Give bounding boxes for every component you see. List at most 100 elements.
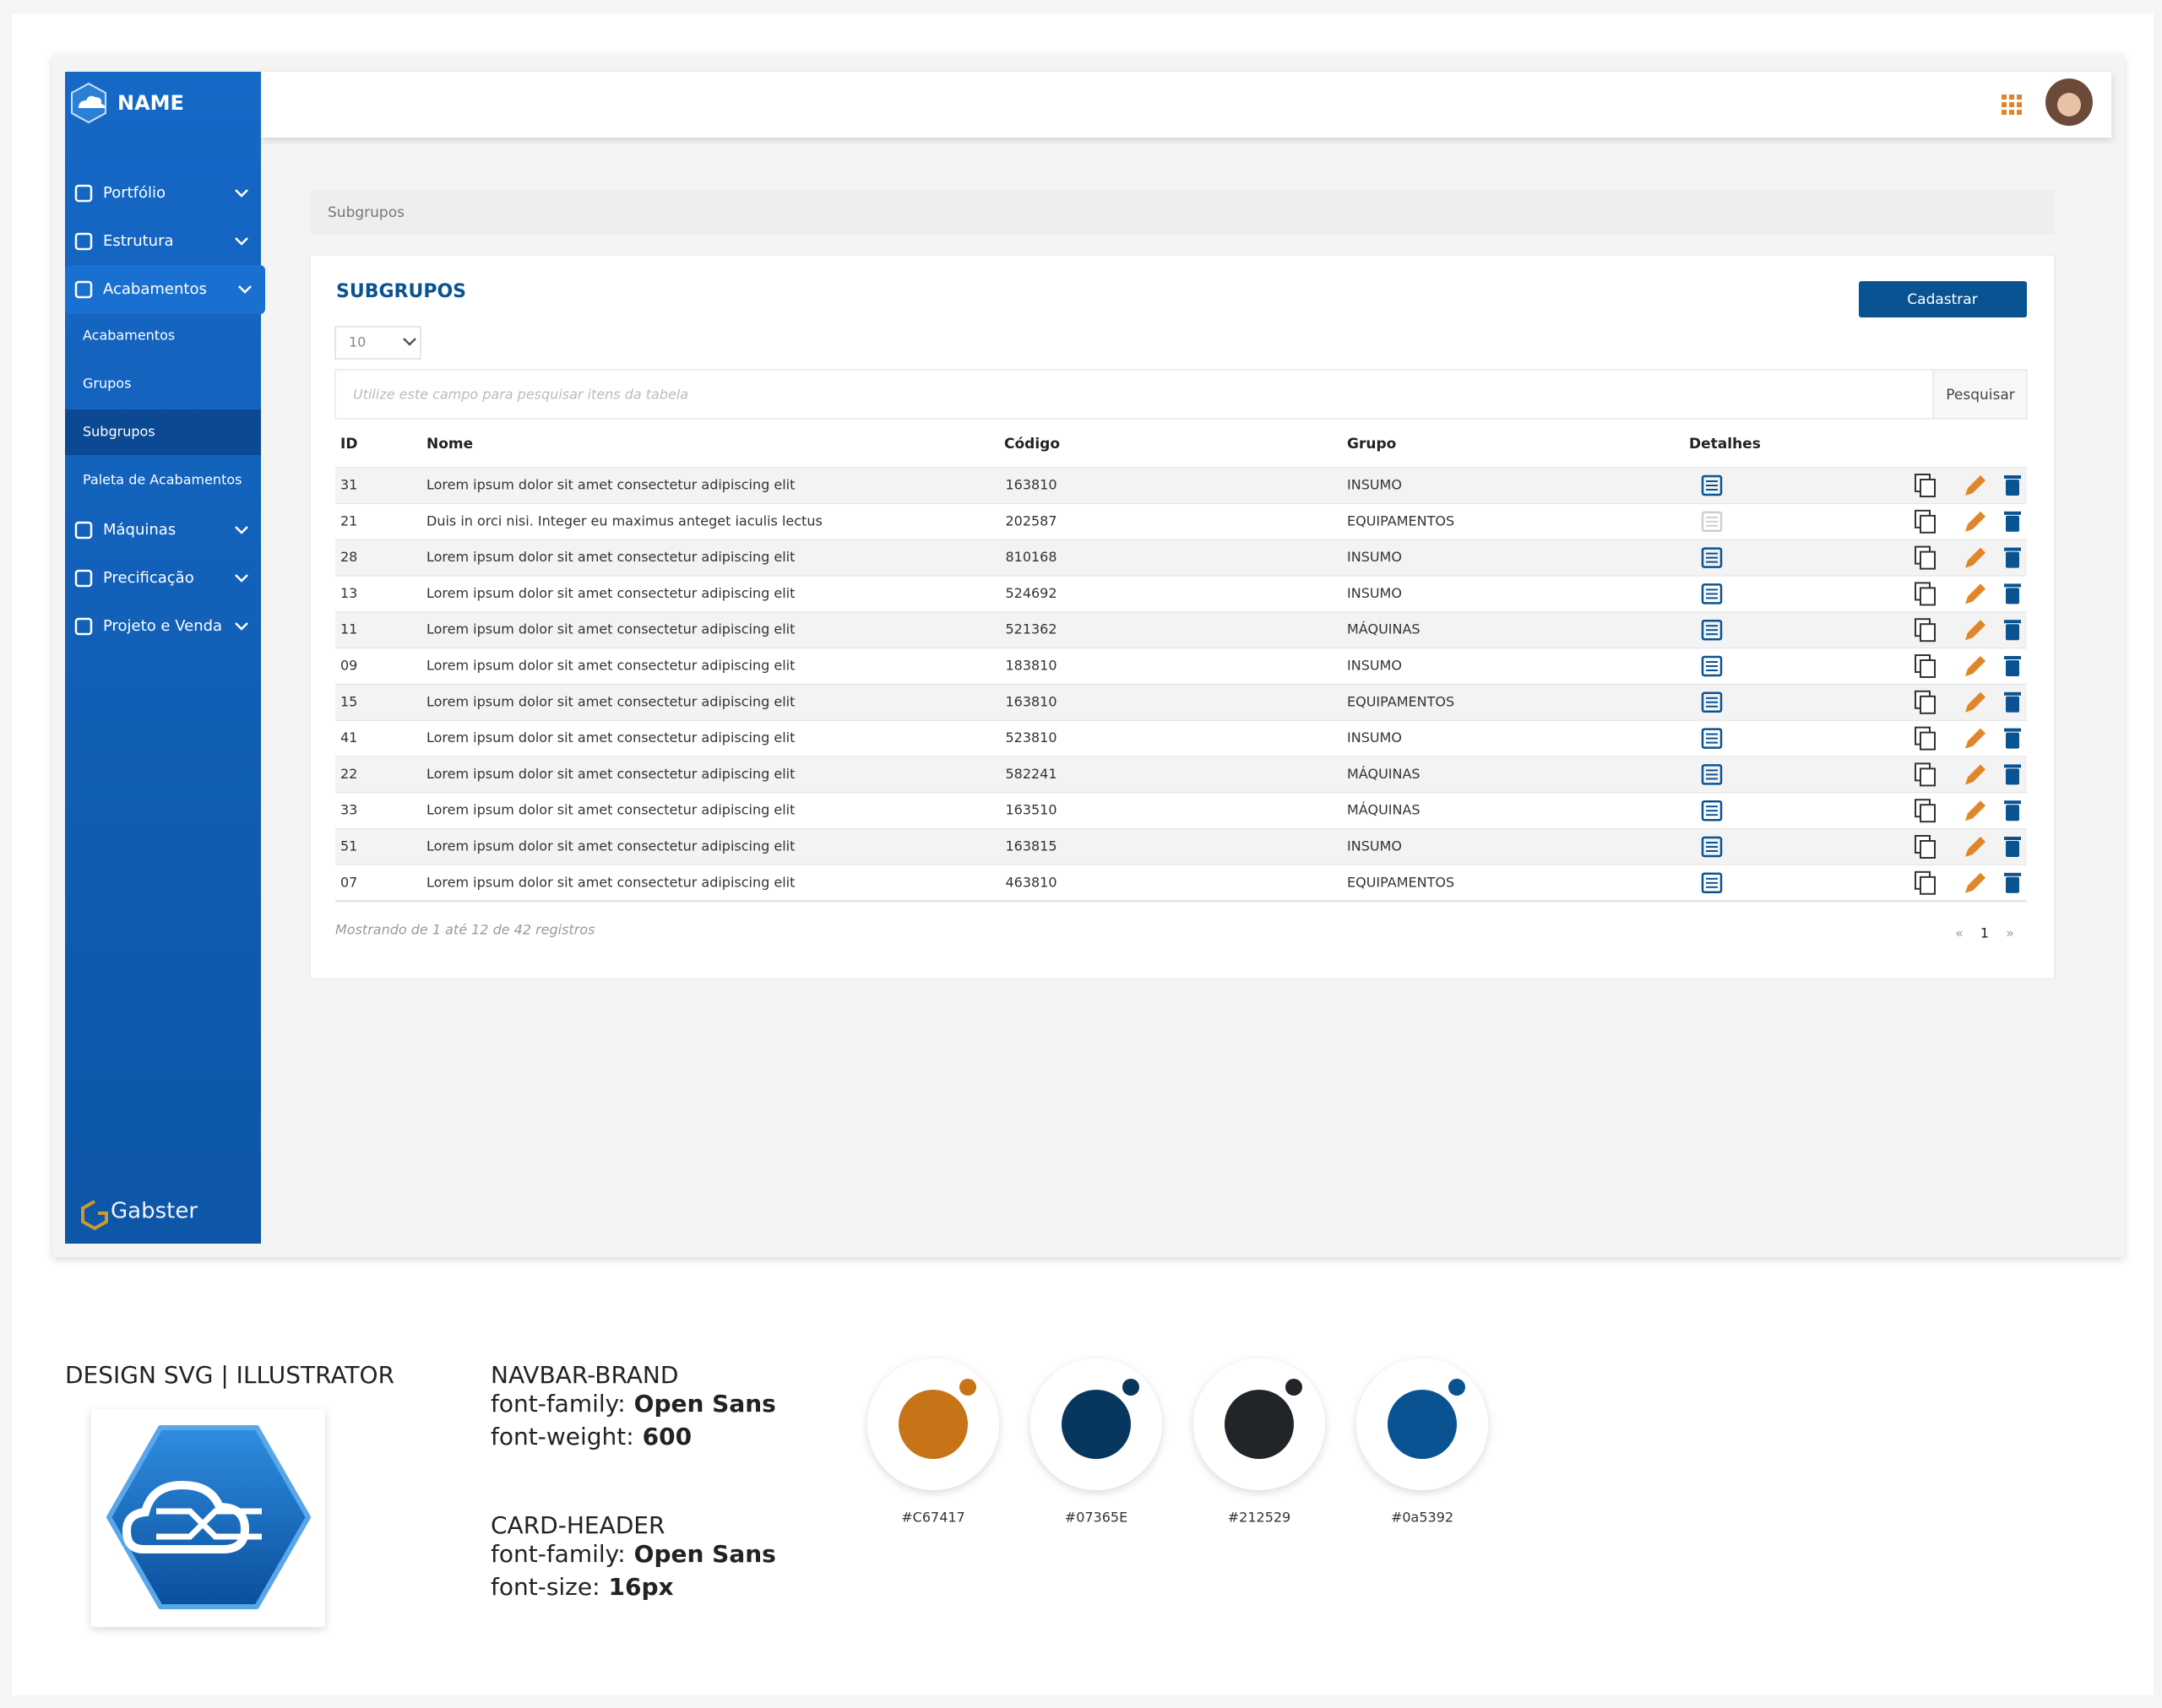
details-icon[interactable] [1701,547,1723,568]
delete-icon[interactable] [2006,841,2019,857]
details-icon[interactable] [1701,655,1723,677]
cell-id: 21 [340,512,357,529]
menu-item[interactable]: Projeto e Venda [103,617,222,635]
menu-item[interactable]: Acabamentos [103,280,207,298]
submenu-item[interactable]: Acabamentos [83,328,175,344]
details-icon[interactable] [1701,800,1723,821]
swatch-dot [959,1379,976,1396]
details-icon[interactable] [1701,583,1723,605]
column-header[interactable]: ID [340,436,357,453]
submenu-item[interactable]: Subgrupos [83,424,155,440]
copy-icon-front[interactable] [1920,587,1936,606]
cell-id: 22 [340,766,357,782]
edit-icon[interactable] [1965,547,1985,568]
table-info: Mostrando de 1 até 12 de 42 registros [335,922,595,938]
page-size-select[interactable] [334,326,421,360]
menu-item[interactable]: Estrutura [103,232,174,250]
delete-icon-lid[interactable] [2004,837,2021,840]
page-size-value[interactable]: 10 [349,334,366,350]
menu-item[interactable]: Precificação [103,569,194,587]
menu-item[interactable]: Máquinas [103,521,176,539]
search-button[interactable] [1932,369,2028,420]
table-row [335,540,2027,576]
spec-line: font-weight: 600 [491,1423,692,1450]
delete-icon-lid[interactable] [2004,728,2021,732]
copy-icon-front[interactable] [1920,767,1936,787]
delete-icon-lid[interactable] [2004,872,2021,876]
search-button-label[interactable]: Pesquisar [1946,387,2015,404]
copy-icon-front[interactable] [1920,623,1936,643]
primary-button[interactable] [1859,281,2027,317]
edit-icon[interactable] [1965,837,1985,857]
delete-icon-lid[interactable] [2004,583,2021,588]
edit-icon[interactable] [1965,620,1985,641]
cell-grupo: MÁQUINAS [1347,621,1421,637]
copy-icon-front[interactable] [1920,840,1936,859]
copy-icon-front[interactable] [1920,876,1936,895]
delete-icon[interactable] [2006,768,2019,785]
copy-icon-front[interactable] [1920,550,1936,570]
delete-icon-lid[interactable] [2004,656,2021,659]
delete-icon[interactable] [2006,696,2019,713]
pagination-item[interactable]: 1 [1980,925,1989,941]
delete-icon[interactable] [2006,551,2019,568]
delete-icon-lid[interactable] [2004,620,2021,624]
delete-icon-lid[interactable] [2004,800,2021,805]
delete-icon[interactable] [2006,480,2019,496]
menu-icon [74,232,93,251]
details-icon[interactable] [1701,619,1723,641]
content: NAME Portfólio Estrutura Acabamentos Acabame… [65,79,2093,1627]
pagination-item[interactable]: » [2006,925,2014,941]
delete-icon-lid[interactable] [2004,764,2021,768]
delete-icon[interactable] [2006,876,2019,893]
delete-icon[interactable] [2006,660,2019,676]
edit-icon[interactable] [1965,764,1985,785]
details-icon[interactable] [1701,764,1723,785]
delete-icon[interactable] [2006,624,2019,641]
copy-icon-front[interactable] [1920,479,1936,497]
cell-codigo: 521362 [1005,621,1057,637]
details-icon[interactable] [1701,728,1723,749]
pagination-item[interactable]: « [1955,925,1964,941]
copy-icon-front[interactable] [1920,804,1936,823]
submenu-active-bg [65,409,261,455]
delete-icon-lid[interactable] [2004,511,2021,515]
delete-icon[interactable] [2006,805,2019,821]
edit-icon[interactable] [1965,475,1985,496]
column-header[interactable]: Grupo [1347,436,1396,453]
swatch-label: #C67417 [901,1510,964,1526]
edit-icon[interactable] [1965,691,1985,713]
cell-nome: Lorem ipsum dolor sit amet consectetur a… [426,621,795,637]
edit-icon[interactable] [1965,583,1985,605]
menu-item[interactable]: Portfólio [103,184,166,202]
spec-key: font-family: [491,1540,626,1568]
delete-icon[interactable] [2006,732,2019,749]
delete-icon[interactable] [2006,588,2019,605]
column-header[interactable]: Nome [426,436,473,453]
edit-icon[interactable] [1965,728,1985,749]
edit-icon[interactable] [1965,511,1985,532]
delete-icon-lid[interactable] [2004,547,2021,551]
copy-icon-front[interactable] [1920,695,1936,714]
edit-icon[interactable] [1965,872,1985,893]
delete-icon-lid[interactable] [2004,691,2021,696]
delete-icon-lid[interactable] [2004,475,2021,479]
primary-button-label[interactable]: Cadastrar [1907,291,1977,308]
column-header[interactable]: Detalhes [1689,436,1761,453]
copy-icon-front[interactable] [1920,514,1936,534]
submenu-item[interactable]: Grupos [83,376,131,392]
edit-icon[interactable] [1965,656,1985,676]
copy-icon-front[interactable] [1920,659,1936,678]
submenu-item[interactable]: Paleta de Acabamentos [83,472,242,488]
details-icon[interactable] [1701,872,1723,894]
details-icon[interactable] [1701,474,1723,496]
menu-icon [74,184,93,203]
column-header[interactable]: Código [1004,436,1060,453]
copy-icon-front[interactable] [1920,731,1936,751]
details-icon[interactable] [1701,836,1723,858]
edit-icon[interactable] [1965,800,1985,821]
details-icon[interactable] [1701,691,1723,713]
search-placeholder[interactable]: Utilize este campo para pesquisar itens … [353,387,688,403]
delete-icon[interactable] [2006,515,2019,532]
